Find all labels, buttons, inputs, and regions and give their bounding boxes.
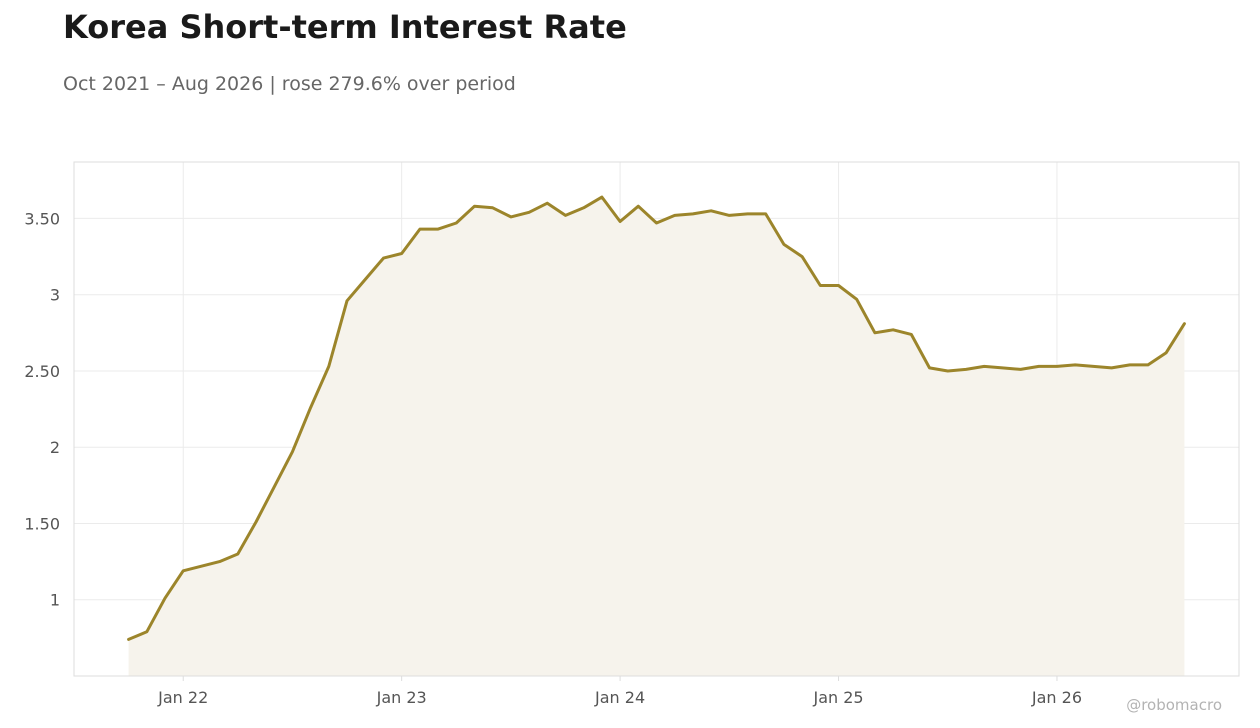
y-tick-label: 3 [50,286,60,305]
watermark: @robomacro [1126,696,1222,714]
series-line [127,195,1186,641]
series-area-fill [128,197,1185,676]
y-tick-label: 3.50 [24,209,60,228]
chart-subtitle: Oct 2021 – Aug 2026 | rose 279.6% over p… [63,73,516,95]
y-tick-label: 1.50 [24,514,60,533]
chart-title: Korea Short-term Interest Rate [63,8,627,46]
x-axis-ticks: Jan 22 Jan 23 Jan 24 Jan 25 Jan 26 [157,676,1082,707]
x-tick-label: Jan 22 [157,688,208,707]
area-fill-layer [128,197,1185,676]
plot-border [73,161,1240,677]
x-tick-label: Jan 24 [594,688,645,707]
x-tick-label: Jan 25 [812,688,863,707]
y-tick-label: 2 [50,438,60,457]
y-tick-label: 2.50 [24,362,60,381]
x-tick-label: Jan 23 [376,688,427,707]
plot-frame [73,161,1240,677]
x-tick-label: Jan 26 [1031,688,1082,707]
y-axis-ticks: 1 1.50 2 2.50 3 3.50 [24,209,60,609]
y-tick-label: 1 [50,591,60,610]
series-line-layer [127,195,1186,641]
